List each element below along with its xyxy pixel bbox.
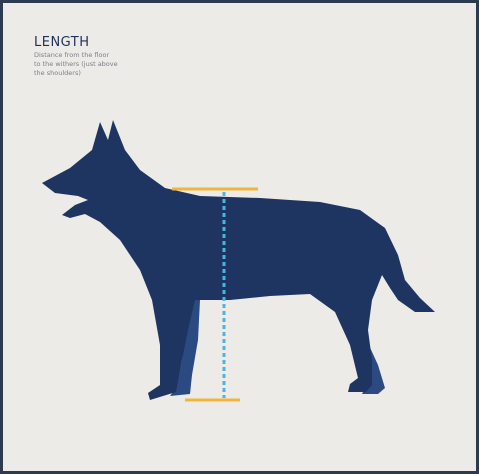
page: LENGTH Distance from the floor to the wi… [0,0,479,474]
description-line: the shoulders) [34,69,81,77]
infographic: LENGTH Distance from the floor to the wi… [0,0,479,474]
description-line: to the withers (just above [34,60,118,68]
title: LENGTH [34,35,90,50]
description-line: Distance from the floor [34,51,109,59]
